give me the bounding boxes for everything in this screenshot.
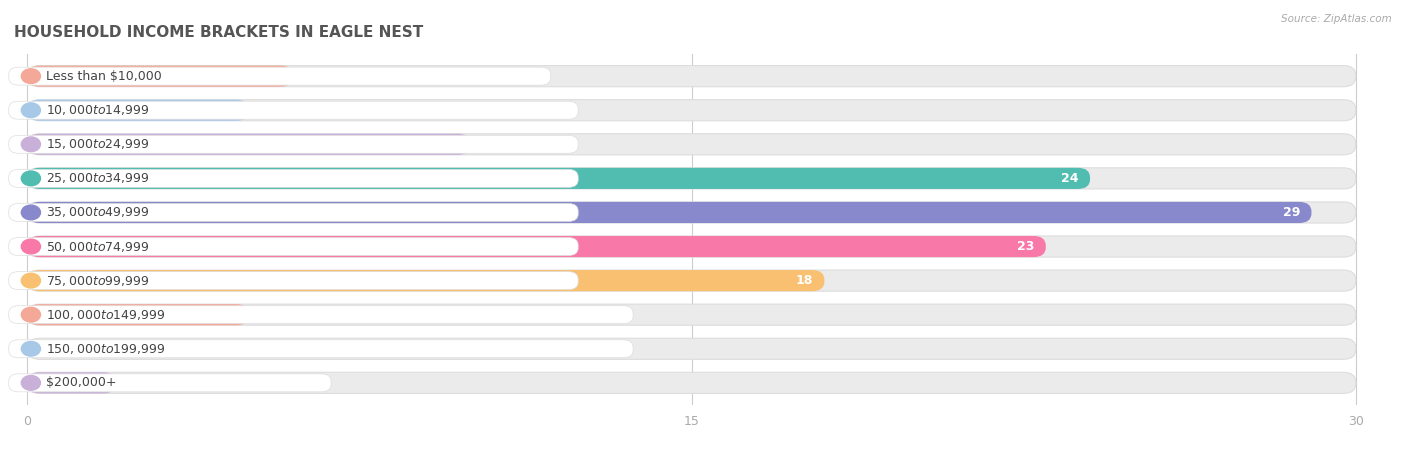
FancyBboxPatch shape [27, 338, 1355, 360]
Text: 6: 6 [307, 70, 314, 83]
Text: $15,000 to $24,999: $15,000 to $24,999 [46, 137, 150, 151]
FancyBboxPatch shape [27, 372, 115, 393]
FancyBboxPatch shape [27, 134, 470, 155]
FancyBboxPatch shape [27, 270, 824, 291]
Text: 29: 29 [1284, 206, 1301, 219]
FancyBboxPatch shape [27, 236, 1355, 257]
Circle shape [21, 69, 41, 84]
FancyBboxPatch shape [8, 374, 330, 392]
Text: 5: 5 [262, 308, 270, 321]
FancyBboxPatch shape [27, 304, 1355, 325]
Circle shape [21, 137, 41, 152]
FancyBboxPatch shape [27, 168, 1090, 189]
FancyBboxPatch shape [27, 99, 249, 121]
FancyBboxPatch shape [27, 99, 1355, 121]
FancyBboxPatch shape [27, 236, 1046, 257]
Text: HOUSEHOLD INCOME BRACKETS IN EAGLE NEST: HOUSEHOLD INCOME BRACKETS IN EAGLE NEST [14, 25, 423, 40]
Text: $35,000 to $49,999: $35,000 to $49,999 [46, 206, 150, 220]
Circle shape [21, 103, 41, 117]
FancyBboxPatch shape [8, 203, 578, 221]
Text: 18: 18 [796, 274, 813, 287]
Text: Source: ZipAtlas.com: Source: ZipAtlas.com [1281, 14, 1392, 23]
Text: 0: 0 [53, 342, 62, 355]
Text: $75,000 to $99,999: $75,000 to $99,999 [46, 274, 150, 288]
FancyBboxPatch shape [27, 134, 1355, 155]
Text: $150,000 to $199,999: $150,000 to $199,999 [46, 342, 166, 356]
FancyBboxPatch shape [8, 272, 578, 290]
FancyBboxPatch shape [8, 306, 633, 324]
Circle shape [21, 273, 41, 288]
Text: 10: 10 [484, 138, 499, 151]
FancyBboxPatch shape [8, 135, 578, 153]
FancyBboxPatch shape [8, 169, 578, 187]
Circle shape [21, 307, 41, 322]
Text: $50,000 to $74,999: $50,000 to $74,999 [46, 239, 150, 253]
Text: $200,000+: $200,000+ [46, 376, 117, 389]
Text: $10,000 to $14,999: $10,000 to $14,999 [46, 103, 150, 117]
FancyBboxPatch shape [27, 202, 1355, 223]
Text: $25,000 to $34,999: $25,000 to $34,999 [46, 171, 150, 185]
FancyBboxPatch shape [27, 372, 1355, 393]
FancyBboxPatch shape [27, 66, 292, 87]
Text: 2: 2 [129, 376, 136, 389]
FancyBboxPatch shape [8, 101, 578, 119]
Circle shape [21, 239, 41, 254]
FancyBboxPatch shape [27, 270, 1355, 291]
Text: $100,000 to $149,999: $100,000 to $149,999 [46, 308, 166, 322]
FancyBboxPatch shape [8, 340, 633, 358]
FancyBboxPatch shape [27, 168, 1355, 189]
FancyBboxPatch shape [27, 202, 1312, 223]
FancyBboxPatch shape [27, 66, 1355, 87]
Text: 24: 24 [1062, 172, 1078, 185]
Circle shape [21, 205, 41, 220]
Text: 23: 23 [1018, 240, 1035, 253]
Text: Less than $10,000: Less than $10,000 [46, 70, 162, 83]
FancyBboxPatch shape [27, 304, 249, 325]
Circle shape [21, 342, 41, 356]
FancyBboxPatch shape [8, 67, 551, 85]
FancyBboxPatch shape [8, 238, 578, 256]
Circle shape [21, 171, 41, 186]
Circle shape [21, 375, 41, 390]
Text: 5: 5 [262, 104, 270, 117]
